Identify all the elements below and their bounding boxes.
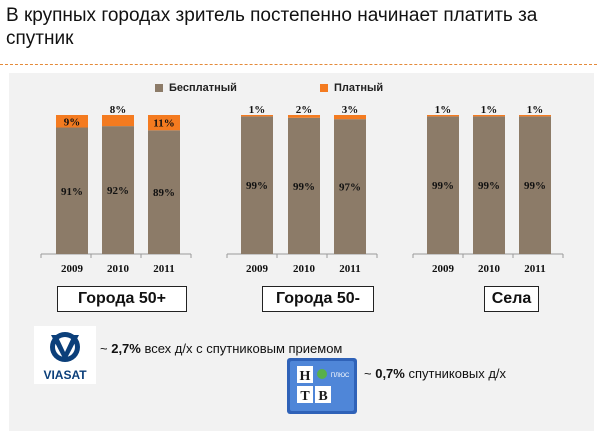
- bar-paid-0-2: [148, 115, 180, 131]
- year-label-0-1: 2010: [107, 263, 130, 275]
- group-label-box-1: Города 50-: [262, 286, 374, 312]
- bar-free-1-2: [334, 119, 366, 254]
- year-label-2-1: 2010: [478, 263, 501, 275]
- label-paid-1-0: 1%: [249, 104, 266, 116]
- viasat-note: ~ 2,7% всех д/х с спутниковым приемом: [100, 341, 342, 356]
- bar-free-2-1: [473, 116, 505, 254]
- year-label-2-0: 2009: [432, 263, 455, 275]
- ntv-logo-letter-1: Т: [300, 389, 310, 404]
- label-paid-0-1: 8%: [110, 104, 127, 116]
- label-free-1-1: 99%: [293, 181, 315, 193]
- viasat-note-text: всех д/х с спутниковым приемом: [140, 341, 343, 356]
- label-free-0-2: 89%: [153, 187, 175, 199]
- bar-free-0-1: [102, 126, 134, 254]
- ntv-plus-logo: Н Т В ПЛЮС: [287, 358, 357, 414]
- bar-paid-1-1: [288, 115, 320, 118]
- legend-swatch-free: [155, 84, 163, 92]
- group-label-1: Города 50-: [275, 290, 360, 307]
- ntv-logo-letter-0: Н: [300, 369, 311, 384]
- page-title: В крупных городах зритель постепенно нач…: [6, 5, 538, 49]
- label-free-2-2: 99%: [524, 180, 546, 192]
- label-free-2-1: 99%: [478, 180, 500, 192]
- viasat-logo-text: VIASAT: [43, 368, 87, 382]
- label-paid-2-1: 1%: [481, 104, 498, 116]
- label-free-0-1: 92%: [107, 185, 129, 197]
- year-label-1-1: 2010: [293, 263, 316, 275]
- viasat-share-value: 2,7%: [111, 341, 141, 356]
- bar-paid-0-0: [56, 115, 88, 128]
- bar-free-1-1: [288, 117, 320, 254]
- label-paid-0-0: 9%: [64, 116, 81, 128]
- label-free-2-0: 99%: [432, 180, 454, 192]
- bar-free-1-0: [241, 116, 273, 254]
- ntv-logo-word: ПЛЮС: [331, 373, 350, 379]
- ntv-logo-letter-2: В: [318, 389, 327, 404]
- group-label-box-2: Села: [484, 286, 539, 312]
- legend-label-paid: Платный: [334, 82, 384, 94]
- bar-free-2-2: [519, 116, 551, 254]
- year-label-1-2: 2011: [339, 263, 360, 275]
- group-label-2: Села: [491, 290, 532, 307]
- bar-paid-2-1: [473, 115, 505, 117]
- label-paid-2-2: 1%: [527, 104, 544, 116]
- bar-paid-1-0: [241, 115, 273, 117]
- year-label-0-2: 2011: [153, 263, 174, 275]
- bar-free-0-2: [148, 130, 180, 254]
- group-label-0: Города 50+: [77, 290, 167, 307]
- legend-item-free: Бесплатный: [155, 81, 237, 95]
- year-label-2-2: 2011: [524, 263, 545, 275]
- bar-paid-2-0: [427, 115, 459, 117]
- viasat-note-prefix: ~: [100, 341, 112, 356]
- label-paid-1-1: 2%: [296, 104, 313, 116]
- bar-paid-1-2: [334, 115, 366, 120]
- label-paid-0-2: 11%: [153, 118, 174, 130]
- bar-free-2-0: [427, 116, 459, 254]
- group-label-box-0: Города 50+: [57, 286, 187, 312]
- ntv-share-value: 0,7%: [375, 366, 405, 381]
- label-free-1-2: 97%: [339, 182, 361, 194]
- ntv-note-text: спутниковых д/х: [404, 366, 507, 381]
- ntv-note: ~ 0,7% спутниковых д/х: [364, 366, 506, 381]
- year-label-1-0: 2009: [246, 263, 269, 275]
- label-free-1-0: 99%: [246, 180, 268, 192]
- bar-paid-0-1: [102, 115, 134, 127]
- label-paid-1-2: 3%: [342, 104, 359, 116]
- label-free-0-0: 91%: [61, 186, 83, 198]
- title-divider: [0, 64, 597, 65]
- viasat-logo: VIASAT: [34, 326, 96, 384]
- legend-swatch-paid: [320, 84, 328, 92]
- bar-paid-2-2: [519, 115, 551, 117]
- label-paid-2-0: 1%: [435, 104, 452, 116]
- bar-free-0-0: [56, 127, 88, 254]
- year-label-0-0: 2009: [61, 263, 84, 275]
- legend-item-paid: Платный: [320, 81, 383, 95]
- legend-label-free: Бесплатный: [169, 82, 237, 94]
- ntv-note-prefix: ~: [364, 366, 376, 381]
